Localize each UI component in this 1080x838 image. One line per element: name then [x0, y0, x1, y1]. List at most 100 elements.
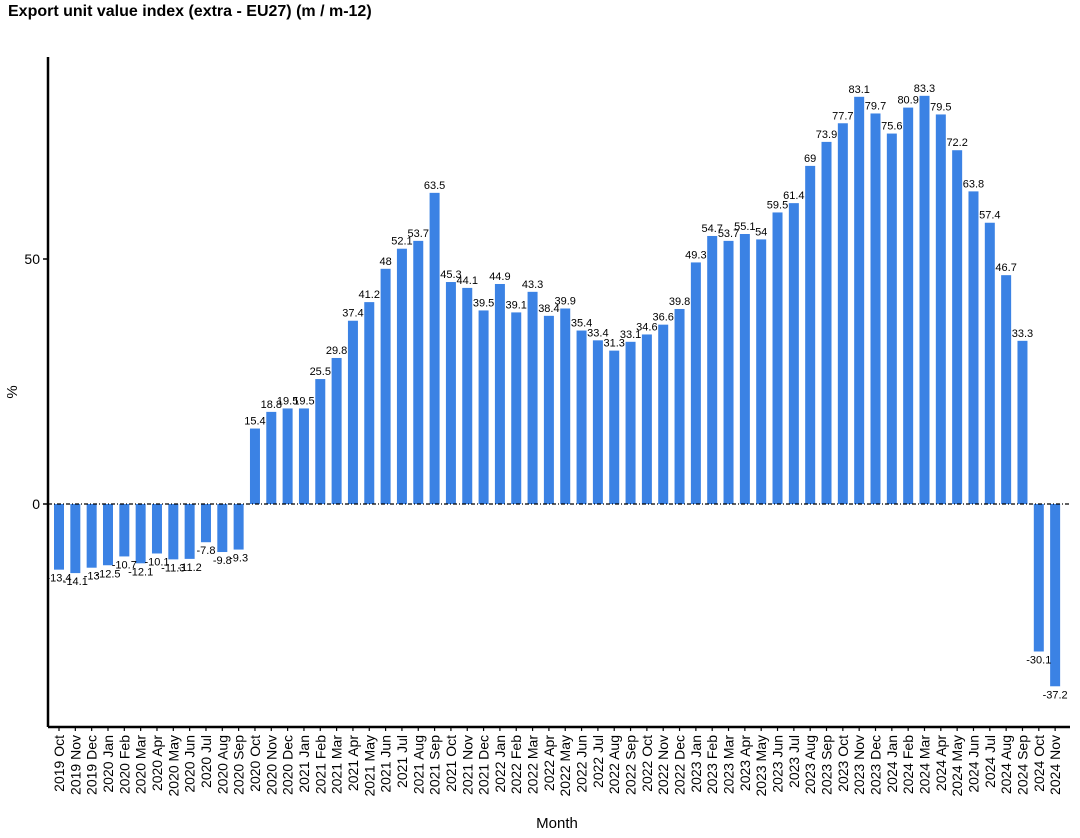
data-label: 46.7	[995, 262, 1016, 274]
x-tick-label: 2023 Mar	[721, 735, 737, 794]
bar	[86, 504, 97, 568]
x-tick-label: 2021 Apr	[345, 735, 361, 791]
data-label: 77.7	[832, 110, 853, 122]
bar	[560, 308, 571, 504]
bar	[641, 334, 652, 504]
data-label: 39.8	[669, 296, 690, 308]
x-tick-label: 2023 Feb	[704, 735, 720, 794]
data-label: -14.1	[63, 576, 88, 588]
bar	[952, 150, 963, 504]
x-tick-label: 2021 May	[361, 735, 377, 796]
bar	[984, 222, 995, 505]
data-label: 48	[379, 256, 391, 268]
data-label: 55.1	[734, 221, 755, 233]
data-label: 45.3	[440, 269, 461, 281]
x-tick-label: 2022 Jan	[492, 735, 508, 793]
x-tick-label: 2023 Jul	[786, 735, 802, 788]
data-label: 80.9	[897, 95, 918, 107]
data-label: 39.1	[506, 299, 527, 311]
bar	[723, 240, 734, 504]
x-tick-label: 2020 Nov	[263, 735, 279, 795]
x-tick-label: 2023 Dec	[868, 735, 884, 795]
x-tick-label: 2020 Apr	[149, 735, 165, 791]
bar	[821, 141, 832, 504]
data-label: -12.1	[128, 566, 153, 578]
x-tick-label: 2020 Mar	[133, 735, 149, 794]
x-tick-label: 2023 Apr	[737, 735, 753, 791]
bar	[870, 113, 881, 504]
data-label: 49.3	[685, 249, 706, 261]
data-label: 59.5	[767, 199, 788, 211]
bar	[315, 379, 326, 504]
data-label: 69	[804, 153, 816, 165]
bar	[576, 330, 587, 504]
bar	[837, 123, 848, 505]
x-tick-label: 2023 Nov	[851, 735, 867, 795]
data-label: 75.6	[881, 121, 902, 133]
y-tick-label: 50	[24, 251, 40, 267]
data-label: 33.3	[1012, 328, 1033, 340]
x-tick-label: 2024 Oct	[1031, 735, 1047, 792]
x-tick-label: 2020 May	[165, 735, 181, 796]
bar	[380, 268, 391, 504]
bar	[788, 203, 799, 504]
x-tick-label: 2021 Nov	[459, 735, 475, 795]
data-label: 44.9	[489, 271, 510, 283]
data-label: 53.7	[408, 228, 429, 240]
y-tick-label: 0	[32, 496, 40, 512]
bar	[266, 411, 277, 504]
bar	[184, 504, 195, 559]
data-label: 19.5	[277, 395, 298, 407]
data-label: 37.4	[342, 308, 363, 320]
x-tick-label: 2022 Sep	[623, 735, 639, 795]
bar	[1001, 275, 1012, 504]
data-label: -10.1	[144, 556, 169, 568]
data-label: -11.3	[161, 562, 185, 574]
bar	[282, 408, 293, 504]
x-tick-label: 2022 Jul	[590, 735, 606, 788]
data-label: 34.6	[636, 321, 657, 333]
data-label: 33.4	[587, 327, 608, 339]
x-tick-label: 2022 Aug	[606, 735, 622, 794]
x-tick-label: 2023 Aug	[802, 735, 818, 794]
x-tick-label: 2020 Feb	[116, 735, 132, 794]
bar	[707, 235, 718, 504]
x-tick-label: 2021 Jan	[296, 735, 312, 793]
chart-title: Export unit value index (extra - EU27) (…	[8, 3, 372, 20]
bar	[625, 341, 636, 504]
x-tick-label: 2021 Mar	[329, 735, 345, 794]
bar	[690, 262, 701, 504]
data-label: 83.3	[914, 83, 935, 95]
data-label: -7.8	[196, 545, 215, 557]
bar	[854, 96, 865, 504]
bar	[658, 324, 669, 504]
bar	[331, 357, 342, 504]
data-label: 79.7	[865, 100, 886, 112]
x-tick-label: 2024 Jun	[965, 735, 981, 793]
bar	[805, 165, 816, 504]
data-label: 29.8	[326, 345, 347, 357]
x-tick-label: 2022 Oct	[639, 735, 655, 792]
x-tick-label: 2019 Nov	[67, 735, 83, 795]
bar	[478, 310, 489, 504]
bar	[217, 504, 228, 553]
bar	[935, 114, 946, 504]
data-label: 52.1	[391, 236, 412, 248]
x-tick-label: 2023 Sep	[819, 735, 835, 795]
x-tick-label: 2024 Jul	[982, 735, 998, 788]
x-tick-label: 2022 Nov	[655, 735, 671, 795]
data-label: 61.4	[783, 190, 804, 202]
x-tick-label: 2022 Mar	[525, 735, 541, 794]
bar	[119, 504, 130, 557]
data-label: -37.2	[1043, 689, 1068, 701]
bar	[233, 504, 244, 550]
bar	[396, 248, 407, 504]
data-label: 83.1	[848, 84, 869, 96]
x-tick-label: 2024 Nov	[1047, 735, 1063, 795]
data-label: 35.4	[571, 318, 592, 330]
data-label: -13	[84, 571, 100, 583]
bar	[102, 504, 113, 566]
x-tick-label: 2019 Dec	[84, 735, 100, 795]
x-tick-label: 2020 Jun	[182, 735, 198, 793]
